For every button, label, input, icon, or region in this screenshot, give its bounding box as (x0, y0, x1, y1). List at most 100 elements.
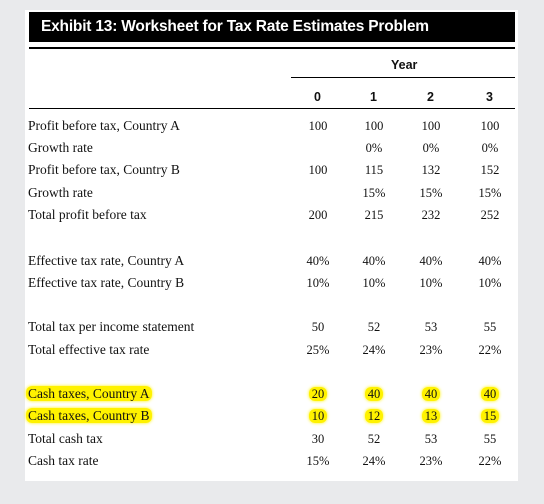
table-cell: 40% (411, 254, 451, 269)
table-cell: 40 (411, 387, 451, 402)
cell-value: 15 (480, 409, 500, 423)
table-cell: 100 (470, 119, 510, 134)
row-label: Cash taxes, Country A (26, 386, 152, 402)
cell-value: 15% (306, 454, 330, 468)
table-cell: 53 (411, 320, 451, 335)
cell-value: 40% (306, 254, 330, 268)
table-cell: 23% (411, 343, 451, 358)
column-header-3: 3 (486, 90, 493, 104)
row-label-text: Total profit before tax (28, 207, 147, 222)
table-cell: 132 (411, 163, 451, 178)
cell-value: 100 (308, 119, 328, 133)
cell-value: 132 (421, 163, 441, 177)
cell-value: 15% (362, 186, 386, 200)
cell-value: 200 (308, 208, 328, 222)
cell-value: 13 (421, 409, 441, 423)
row-label: Profit before tax, Country A (28, 118, 180, 134)
table-cell: 40% (298, 254, 338, 269)
row-label: Total cash tax (28, 431, 103, 447)
table-cell: 100 (354, 119, 394, 134)
row-label-text: Cash tax rate (28, 453, 99, 468)
row-label-text: Growth rate (28, 185, 93, 200)
cell-value: 100 (480, 119, 500, 133)
cell-value: 52 (367, 432, 381, 446)
cell-value: 100 (364, 119, 384, 133)
exhibit-card: Exhibit 13: Worksheet for Tax Rate Estim… (25, 10, 518, 481)
table-cell: 100 (298, 163, 338, 178)
cell-value: 152 (480, 163, 500, 177)
cell-value: 100 (421, 119, 441, 133)
cell-value: 50 (311, 320, 325, 334)
table-cell: 22% (470, 454, 510, 469)
cell-value: 40 (480, 387, 500, 401)
cell-value: 232 (421, 208, 441, 222)
cell-value: 52 (367, 320, 381, 334)
table-cell: 15% (298, 454, 338, 469)
table-cell: 0% (354, 141, 394, 156)
cell-value: 252 (480, 208, 500, 222)
table-cell: 100 (411, 119, 451, 134)
table-cell: 55 (470, 320, 510, 335)
table-cell: 15% (411, 186, 451, 201)
cell-value: 0% (422, 141, 440, 155)
cell-value: 0% (481, 141, 499, 155)
row-label-text: Cash taxes, Country A (26, 386, 152, 401)
table-cell: 40 (470, 387, 510, 402)
table-cell: 30 (298, 432, 338, 447)
cell-value: 12 (364, 409, 384, 423)
cell-value: 10% (419, 276, 443, 290)
row-label-text: Total effective tax rate (28, 342, 150, 357)
table-cell: 15% (354, 186, 394, 201)
table-cell: 52 (354, 432, 394, 447)
cell-value: 100 (308, 163, 328, 177)
cell-value: 215 (364, 208, 384, 222)
table-cell: 40 (354, 387, 394, 402)
cell-value: 10 (308, 409, 328, 423)
row-label-text: Effective tax rate, Country A (28, 253, 185, 268)
row-label-text: Profit before tax, Country B (28, 162, 180, 177)
cell-value: 0% (365, 141, 383, 155)
row-label-text: Total cash tax (28, 431, 103, 446)
cell-value: 53 (424, 432, 438, 446)
table-cell: 10 (298, 409, 338, 424)
cell-value: 53 (424, 320, 438, 334)
cell-value: 22% (478, 454, 502, 468)
cell-value: 23% (419, 454, 443, 468)
row-label: Total effective tax rate (28, 342, 149, 358)
row-label: Total tax per income statement (28, 319, 194, 335)
table-cell: 0% (470, 141, 510, 156)
cell-value: 55 (483, 432, 497, 446)
table-cell: 252 (470, 208, 510, 223)
cell-value: 115 (364, 163, 384, 177)
row-label: Effective tax rate, Country B (28, 275, 184, 291)
table-cell: 24% (354, 454, 394, 469)
table-cell: 20 (298, 387, 338, 402)
table-cell: 100 (298, 119, 338, 134)
row-label: Cash taxes, Country B (26, 408, 152, 424)
table-cell: 10% (411, 276, 451, 291)
table-cell: 53 (411, 432, 451, 447)
table-cell: 15 (470, 409, 510, 424)
row-label-text: Growth rate (28, 140, 93, 155)
table-cell: 40% (354, 254, 394, 269)
cell-value: 55 (483, 320, 497, 334)
cell-value: 15% (478, 186, 502, 200)
top-rule (29, 47, 515, 49)
exhibit-title: Exhibit 13: Worksheet for Tax Rate Estim… (29, 12, 515, 42)
table-cell: 40% (470, 254, 510, 269)
column-header-0: 0 (314, 90, 321, 104)
cell-value: 40% (478, 254, 502, 268)
table-cell: 55 (470, 432, 510, 447)
header-rule (29, 108, 515, 109)
table-cell: 152 (470, 163, 510, 178)
table-cell: 22% (470, 343, 510, 358)
row-label-text: Total tax per income statement (28, 319, 195, 334)
table-cell: 24% (354, 343, 394, 358)
table-cell: 115 (354, 163, 394, 178)
cell-value: 40 (364, 387, 384, 401)
cell-value: 15% (419, 186, 443, 200)
cell-value: 40 (421, 387, 441, 401)
cell-value: 40% (419, 254, 443, 268)
row-label-text: Profit before tax, Country A (28, 118, 180, 133)
table-cell: 52 (354, 320, 394, 335)
